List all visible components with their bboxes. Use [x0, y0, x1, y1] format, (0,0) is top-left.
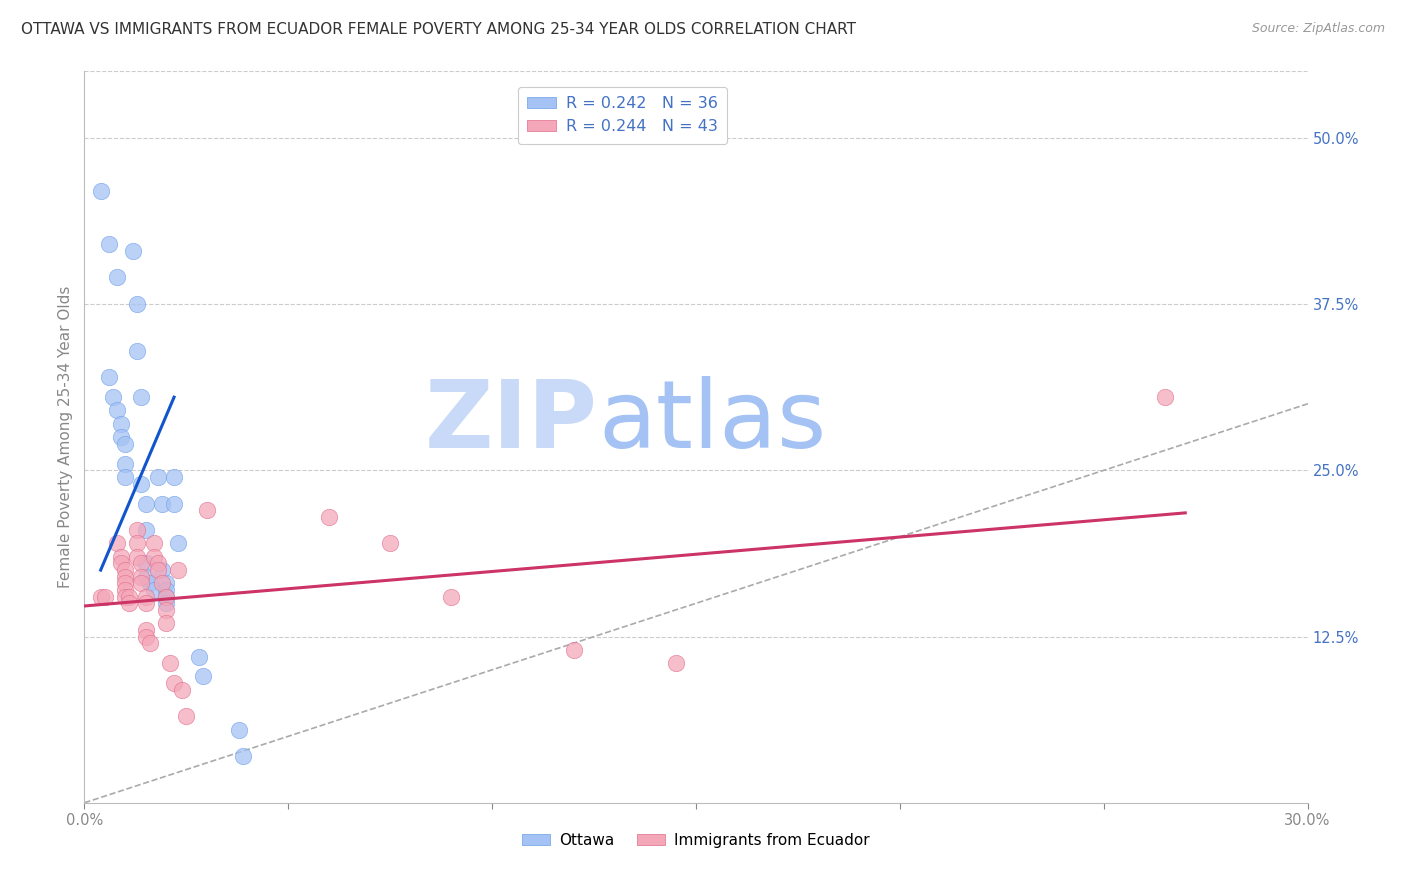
Point [131, 570, 153, 584]
Point [187, 649, 209, 664]
Point [114, 563, 136, 577]
Point [191, 669, 214, 683]
Text: ZIP: ZIP [425, 376, 598, 468]
Point [127, 297, 149, 311]
Point [131, 576, 153, 591]
Point [155, 616, 177, 631]
Legend: Ottawa, Immigrants from Ecuador: Ottawa, Immigrants from Ecuador [516, 827, 876, 854]
Point [114, 582, 136, 597]
Point [131, 557, 153, 571]
Point [114, 576, 136, 591]
Point [97, 237, 120, 252]
Point [105, 536, 128, 550]
Point [138, 636, 160, 650]
Point [562, 643, 585, 657]
Point [159, 656, 181, 670]
Point [167, 563, 190, 577]
Point [135, 630, 157, 644]
Point [150, 576, 173, 591]
Point [380, 536, 402, 550]
Point [174, 709, 197, 723]
Point [135, 523, 157, 537]
Point [195, 503, 218, 517]
Point [135, 596, 157, 610]
Point [228, 723, 250, 737]
Point [142, 536, 165, 550]
Point [114, 470, 136, 484]
Point [665, 656, 688, 670]
Point [101, 390, 124, 404]
Point [155, 596, 177, 610]
Point [232, 749, 254, 764]
Point [110, 549, 132, 564]
Point [127, 536, 149, 550]
Point [440, 590, 463, 604]
Point [90, 184, 112, 198]
Point [135, 497, 157, 511]
Point [146, 470, 169, 484]
Point [114, 590, 136, 604]
Point [150, 563, 173, 577]
Point [90, 590, 112, 604]
Text: atlas: atlas [598, 376, 827, 468]
Point [135, 590, 157, 604]
Point [167, 536, 190, 550]
Point [155, 576, 177, 591]
Point [163, 470, 186, 484]
Point [110, 557, 132, 571]
Point [118, 590, 141, 604]
Point [131, 476, 153, 491]
Point [135, 570, 157, 584]
Point [142, 549, 165, 564]
Point [155, 603, 177, 617]
Text: Source: ZipAtlas.com: Source: ZipAtlas.com [1251, 22, 1385, 36]
Point [105, 403, 128, 417]
Y-axis label: Female Poverty Among 25-34 Year Olds: Female Poverty Among 25-34 Year Olds [58, 286, 73, 588]
Point [97, 370, 120, 384]
Point [318, 509, 340, 524]
Point [110, 430, 132, 444]
Point [172, 682, 194, 697]
Point [138, 576, 160, 591]
Point [93, 590, 115, 604]
Point [163, 676, 186, 690]
Point [155, 582, 177, 597]
Point [122, 244, 145, 258]
Point [131, 390, 153, 404]
Point [150, 497, 173, 511]
Point [127, 549, 149, 564]
Point [114, 457, 136, 471]
Point [146, 563, 169, 577]
Point [135, 557, 157, 571]
Point [1154, 390, 1177, 404]
Point [118, 596, 141, 610]
Point [105, 270, 128, 285]
Point [114, 570, 136, 584]
Point [114, 436, 136, 450]
Point [155, 590, 177, 604]
Point [110, 417, 132, 431]
Point [146, 557, 169, 571]
Point [127, 343, 149, 358]
Point [135, 623, 157, 637]
Point [127, 523, 149, 537]
Point [155, 590, 177, 604]
Text: OTTAWA VS IMMIGRANTS FROM ECUADOR FEMALE POVERTY AMONG 25-34 YEAR OLDS CORRELATI: OTTAWA VS IMMIGRANTS FROM ECUADOR FEMALE… [21, 22, 856, 37]
Point [163, 497, 186, 511]
Point [142, 582, 165, 597]
